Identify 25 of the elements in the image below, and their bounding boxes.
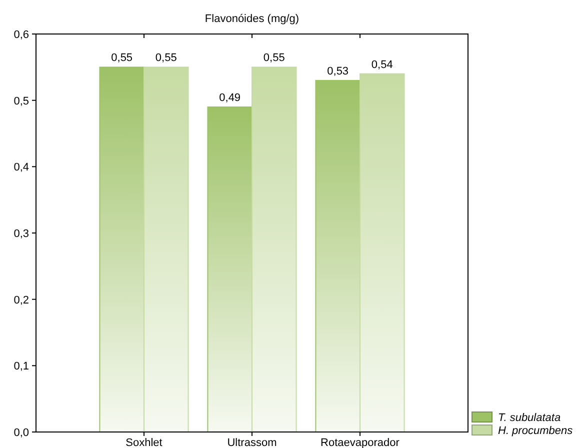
bar bbox=[252, 66, 297, 432]
y-tick-label: 0,2 bbox=[14, 294, 29, 306]
bar bbox=[207, 106, 252, 432]
data-label: 0,55 bbox=[111, 52, 133, 64]
x-tick-label: Rotaevaporador bbox=[320, 437, 400, 448]
y-tick-label: 0,3 bbox=[14, 228, 29, 240]
y-tick-label: 0,5 bbox=[14, 95, 29, 108]
legend-label: T. subulatata bbox=[498, 412, 561, 424]
y-tick-label: 0,6 bbox=[14, 29, 29, 41]
chart-title: Flavonóides (mg/g) bbox=[204, 13, 300, 25]
bar bbox=[360, 73, 405, 432]
data-label: 0,55 bbox=[155, 52, 177, 64]
legend-label: H. procumbens bbox=[498, 425, 574, 437]
y-tick-label: 0,1 bbox=[14, 360, 29, 373]
y-tick-label: 0,4 bbox=[14, 162, 29, 174]
y-tick-label: 0,0 bbox=[14, 427, 29, 439]
data-label: 0,53 bbox=[327, 65, 349, 78]
bar bbox=[99, 66, 144, 432]
data-label: 0,54 bbox=[371, 58, 393, 71]
x-tick-label: Soxhlet bbox=[126, 437, 162, 448]
bar bbox=[144, 66, 189, 432]
data-label: 0,55 bbox=[263, 52, 285, 64]
x-tick-label: Ultrassom bbox=[227, 437, 277, 448]
data-label: 0,49 bbox=[219, 92, 241, 104]
bar bbox=[315, 80, 360, 432]
